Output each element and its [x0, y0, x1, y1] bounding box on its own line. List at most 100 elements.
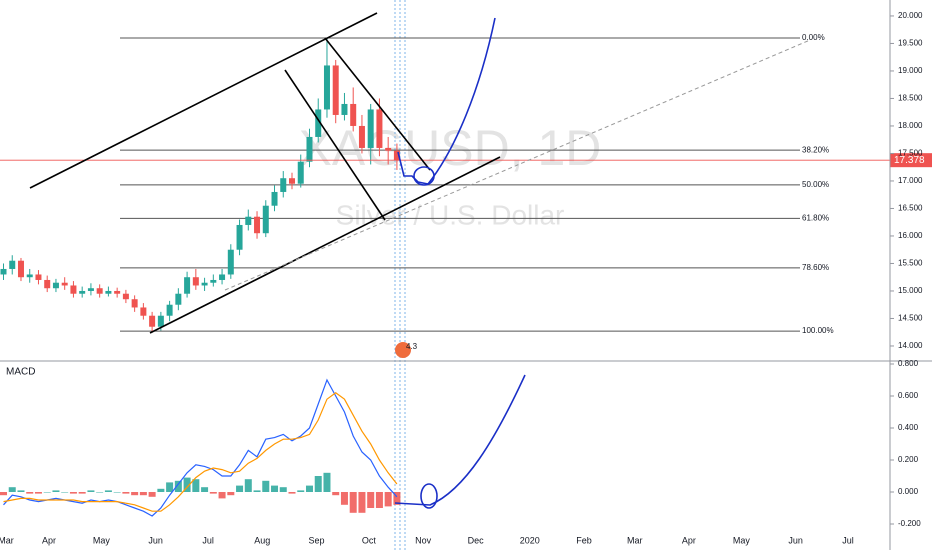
histogram-bar	[113, 492, 121, 493]
fib-label: 78.60%	[802, 263, 829, 272]
histogram-bar	[78, 492, 86, 494]
histogram-bar	[384, 492, 392, 507]
x-tick-label: Apr	[682, 535, 696, 545]
x-tick-label: Sep	[308, 535, 324, 545]
candle-body	[192, 277, 199, 286]
histogram-bar	[305, 485, 313, 492]
y-tick-label: 15.500	[898, 259, 923, 268]
fib-label: 50.00%	[802, 180, 829, 189]
last-price-box	[890, 153, 932, 168]
candle-body	[0, 268, 7, 275]
candle-body	[114, 290, 121, 294]
candle-body	[254, 216, 261, 234]
x-tick-label: Mar	[627, 535, 643, 545]
candle-body	[332, 65, 339, 115]
candle-body	[70, 285, 77, 294]
candle-body	[131, 299, 138, 308]
histogram-bar	[192, 479, 200, 492]
plot-layer: 0.00% 38.20% 50.00% 61.80% 78.60% 100.00% 17.3…	[0, 33, 932, 545]
candle-body	[306, 136, 313, 162]
histogram-bar	[104, 490, 112, 492]
y-tick-label: 14.000	[898, 341, 923, 350]
candle-body	[376, 109, 383, 148]
candle-body	[105, 290, 112, 294]
histogram-bar	[201, 487, 209, 492]
histogram-bar	[279, 487, 287, 492]
macd-line	[3, 378, 398, 517]
x-tick-label: Jun	[148, 535, 163, 545]
x-tick-label: Jul	[842, 535, 854, 545]
histogram-bar	[43, 492, 51, 493]
candle-body	[17, 260, 24, 278]
candle-body	[140, 307, 147, 316]
fib-label: 0.00%	[802, 33, 825, 42]
watermark-subtitle: Silver / U.S. Dollar	[336, 199, 565, 230]
y-tick-label: 14.500	[898, 314, 923, 323]
candle-body	[61, 282, 68, 286]
histogram-bar	[139, 492, 147, 496]
candle-body	[210, 279, 217, 283]
candle-body	[393, 150, 400, 161]
histogram-bar	[314, 476, 322, 492]
histogram-bar	[157, 488, 165, 492]
x-tick-label: May	[733, 535, 751, 545]
x-tick-label: Nov	[415, 535, 432, 545]
macd-line	[3, 392, 398, 512]
histogram-bar	[253, 490, 261, 492]
x-tick-label: Feb	[576, 535, 592, 545]
histogram-bar	[244, 479, 252, 492]
candle-body	[52, 282, 59, 289]
candle-body	[289, 178, 296, 184]
candle-body	[26, 274, 33, 278]
fib-label: 100.00%	[802, 326, 834, 335]
fib-label: 61.80%	[802, 213, 829, 222]
histogram-bar	[122, 492, 130, 494]
histogram-bar	[148, 492, 156, 497]
y-tick-label: 16.500	[898, 204, 923, 213]
event-marker	[395, 342, 411, 358]
histogram-bar	[34, 492, 42, 494]
candle-body	[44, 279, 51, 289]
candle-body	[385, 147, 392, 151]
x-tick-label: Apr	[42, 535, 56, 545]
histogram-bar	[262, 480, 270, 492]
candle-body	[315, 109, 322, 137]
x-tick-label: Jun	[788, 535, 803, 545]
histogram-bar	[131, 492, 139, 496]
histogram-bar	[174, 480, 182, 492]
histogram-bar	[0, 492, 7, 496]
histogram-bar	[236, 485, 244, 492]
candle-body	[201, 282, 208, 286]
y-tick-label: 0.600	[898, 391, 919, 400]
y-tick-label: 19.000	[898, 66, 923, 75]
histogram-bar	[183, 477, 191, 492]
histogram-bar	[349, 492, 357, 513]
histogram-bar	[166, 482, 174, 492]
histogram-bar	[271, 485, 279, 492]
y-tick-label: -0.200	[898, 519, 921, 528]
candle-body	[87, 288, 94, 291]
histogram-bar	[393, 492, 401, 505]
y-tick-label: 0.800	[898, 359, 919, 368]
event-label: 4.3	[406, 342, 418, 351]
y-tick-label: 17.500	[898, 149, 923, 158]
histogram-bar	[358, 492, 366, 513]
y-tick-label: 19.500	[898, 39, 923, 48]
histogram-bar	[26, 492, 34, 494]
candle-body	[236, 224, 243, 250]
candle-body	[245, 216, 252, 225]
last-price-label: 17.378	[894, 155, 925, 166]
candle-body	[35, 274, 42, 280]
histogram-bar	[17, 490, 25, 492]
x-tick-label: May	[93, 535, 111, 545]
session-markers	[394, 0, 406, 550]
candle-body	[219, 274, 226, 280]
x-tick-label: Oct	[362, 535, 377, 545]
fib-label: 38.20%	[802, 145, 829, 154]
candle-body	[184, 277, 191, 294]
y-tick-label: 15.000	[898, 286, 923, 295]
y-tick-label: 0.400	[898, 423, 919, 432]
candle-body	[367, 109, 374, 148]
x-tick-label: Dec	[468, 535, 485, 545]
